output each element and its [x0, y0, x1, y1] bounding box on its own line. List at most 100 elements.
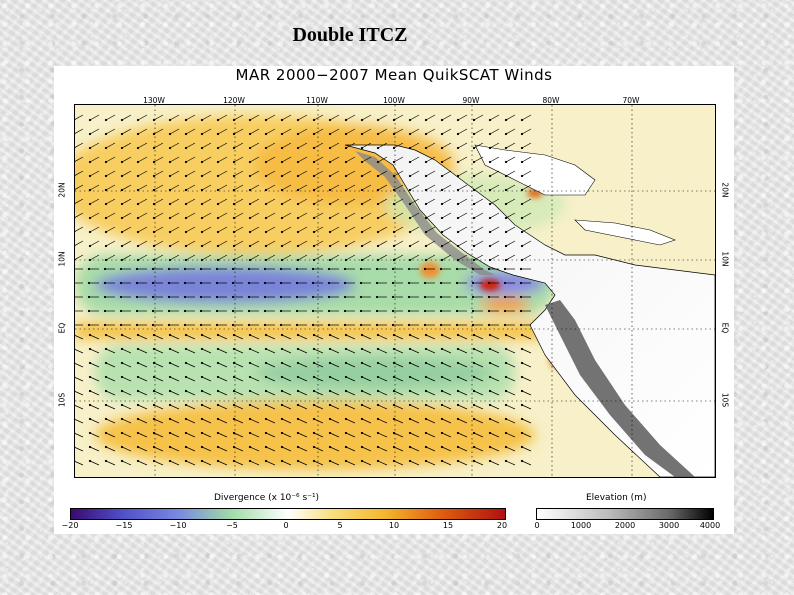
wind-arrow-head — [360, 431, 364, 435]
wind-arrow-head — [88, 146, 92, 150]
wind-arrow-head — [360, 375, 364, 379]
wind-arrow — [121, 404, 132, 410]
wind-arrow-head — [184, 333, 188, 337]
wind-arrow-head — [312, 216, 316, 220]
wind-arrow — [329, 142, 340, 149]
wind-arrow — [105, 446, 116, 452]
wind-arrow — [75, 170, 84, 176]
wind-arrow — [393, 198, 404, 205]
wind-arrow — [169, 460, 180, 466]
wind-arrow-head — [183, 267, 187, 271]
wind-arrow-head — [520, 389, 524, 393]
wind-arrow-head — [120, 258, 124, 262]
wind-arrow-head — [120, 146, 124, 150]
wind-arrow-head — [440, 188, 444, 192]
wind-arrow-head — [200, 403, 204, 407]
wind-arrow — [281, 390, 292, 396]
wind-arrow — [313, 156, 324, 163]
wind-arrow-head — [312, 244, 316, 248]
wind-arrow — [361, 348, 372, 354]
wind-arrow — [201, 142, 212, 149]
wind-arrow-head — [408, 389, 412, 393]
wind-arrow-head — [440, 202, 444, 206]
wind-arrow-head — [152, 244, 156, 248]
wind-arrow-head — [184, 445, 188, 449]
wind-arrow — [505, 170, 516, 177]
wind-arrow — [345, 362, 356, 368]
wind-arrow — [297, 418, 308, 424]
wind-arrow-head — [488, 188, 492, 192]
wind-arrow — [281, 142, 292, 149]
wind-arrow — [345, 254, 356, 261]
wind-arrow — [425, 170, 436, 177]
wind-arrow-head — [87, 323, 91, 327]
lat-tick-left: EQ — [57, 322, 67, 334]
wind-arrow-head — [439, 267, 443, 271]
wind-arrow-head — [184, 118, 188, 122]
wind-arrow-head — [264, 118, 268, 122]
wind-arrow — [377, 226, 388, 233]
wind-arrow-head — [280, 417, 284, 421]
wind-arrow-head — [360, 445, 364, 449]
wind-arrow — [345, 376, 356, 382]
wind-arrow-head — [88, 202, 92, 206]
wind-arrow — [441, 128, 452, 135]
wind-arrow-head — [120, 459, 124, 463]
wind-arrow-head — [504, 258, 508, 262]
wind-arrow-head — [328, 160, 332, 164]
wind-arrow — [297, 362, 308, 368]
wind-arrow-head — [392, 258, 396, 262]
wind-arrow-head — [184, 174, 188, 178]
wind-arrow — [377, 390, 388, 396]
wind-arrow — [329, 156, 340, 163]
wind-arrow-head — [344, 202, 348, 206]
wind-arrow-head — [184, 188, 188, 192]
wind-arrow-head — [488, 333, 492, 337]
wind-arrow-head — [456, 445, 460, 449]
wind-arrow-head — [232, 375, 236, 379]
wind-arrow — [361, 362, 372, 368]
wind-arrow — [345, 418, 356, 424]
wind-arrow-head — [296, 361, 300, 365]
wind-arrow — [249, 142, 260, 149]
wind-arrow-head — [472, 160, 476, 164]
wind-arrow-head — [120, 174, 124, 178]
wind-arrow-head — [456, 347, 460, 351]
wind-arrow-head — [472, 403, 476, 407]
wind-arrow — [185, 198, 196, 205]
wind-arrow — [201, 404, 212, 410]
wind-arrow-head — [152, 174, 156, 178]
wind-arrow-head — [296, 132, 300, 136]
wind-arrow — [169, 362, 180, 368]
wind-arrow-head — [184, 431, 188, 435]
wind-arrow-head — [135, 267, 139, 271]
wind-arrow — [425, 348, 436, 354]
wind-arrow-head — [279, 295, 283, 299]
wind-arrow-head — [392, 132, 396, 136]
wind-arrow — [521, 128, 532, 135]
wind-arrow — [361, 212, 372, 219]
elevation-tick: 0 — [534, 521, 540, 530]
wind-arrow — [153, 156, 164, 163]
wind-arrow — [281, 170, 292, 177]
wind-arrow-head — [104, 445, 108, 449]
wind-arrow — [121, 446, 132, 452]
wind-arrow — [473, 418, 484, 424]
wind-arrow-head — [328, 389, 332, 393]
wind-arrow-head — [455, 281, 459, 285]
wind-arrow — [521, 348, 532, 354]
wind-arrow — [521, 390, 532, 396]
wind-arrow-head — [488, 216, 492, 220]
wind-arrow-head — [391, 295, 395, 299]
wind-arrow — [249, 460, 260, 466]
wind-arrow-head — [471, 323, 475, 327]
wind-arrow-head — [424, 146, 428, 150]
wind-arrow-head — [503, 323, 507, 327]
wind-arrow-head — [152, 333, 156, 337]
wind-arrow-head — [296, 160, 300, 164]
wind-arrow-head — [392, 216, 396, 220]
wind-arrow — [249, 156, 260, 163]
wind-arrow — [153, 198, 164, 205]
wind-arrow-head — [295, 323, 299, 327]
wind-arrow-head — [152, 202, 156, 206]
